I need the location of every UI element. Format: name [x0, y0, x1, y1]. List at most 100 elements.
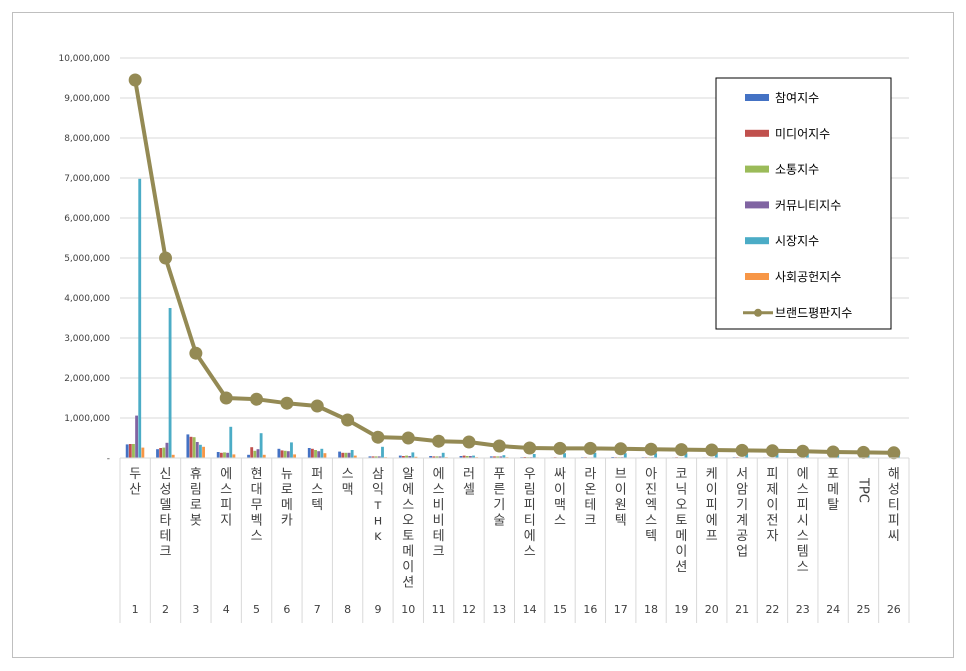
- bar-3-1: [132, 444, 135, 458]
- bar-2-8: [341, 452, 345, 458]
- bar-1-7: [307, 448, 311, 458]
- legend-swatch: [745, 129, 769, 137]
- line-point-14: [523, 441, 537, 455]
- line-point-15: [553, 441, 567, 455]
- rank-label: 23: [796, 603, 810, 616]
- bar-series: [125, 178, 903, 459]
- bar-3-4: [223, 452, 226, 458]
- bar-1-4: [216, 452, 220, 458]
- legend-label: 커뮤니티지수: [775, 198, 841, 212]
- line-point-4: [219, 391, 233, 405]
- bar-4-7: [317, 451, 321, 458]
- bar-4-9: [377, 456, 381, 458]
- bar-1-5: [247, 454, 250, 458]
- bar-4-1: [135, 415, 139, 458]
- bar-2-9: [371, 456, 375, 458]
- y-tick-label: 6,000,000: [64, 214, 110, 224]
- bar-6-8: [353, 455, 357, 458]
- line-point-22: [765, 444, 779, 458]
- rank-label: 9: [374, 603, 381, 616]
- bar-5-21: [745, 453, 749, 458]
- rank-label: 22: [765, 603, 779, 616]
- bar-1-8: [338, 451, 342, 458]
- legend-swatch: [745, 165, 769, 173]
- bar-2-12: [462, 455, 466, 458]
- bar-2-10: [402, 456, 405, 458]
- bar-2-2: [159, 448, 163, 458]
- y-tick-label: 3,000,000: [64, 334, 110, 344]
- bar-3-2: [162, 447, 166, 458]
- bar-2-1: [128, 444, 132, 458]
- line-point-2: [159, 251, 173, 265]
- bar-5-6: [290, 442, 293, 458]
- line-point-21: [735, 443, 749, 457]
- line-point-19: [674, 443, 688, 457]
- bar-3-10: [405, 455, 408, 458]
- legend-swatch: [745, 201, 769, 209]
- bar-2-11: [432, 456, 436, 458]
- rank-label: 18: [644, 603, 658, 616]
- bar-5-10: [411, 452, 415, 458]
- bar-4-13: [499, 456, 503, 458]
- legend-label: 소통지수: [775, 163, 819, 177]
- bar-2-7: [310, 448, 314, 458]
- bar-2-4: [219, 452, 223, 458]
- line-point-5: [250, 392, 264, 406]
- rank-label: 10: [401, 603, 415, 616]
- bar-5-9: [381, 446, 384, 458]
- line-point-25: [856, 445, 870, 459]
- rank-label: 12: [462, 603, 476, 616]
- x-axis: 두 산 1 신 성 델 타 테 크 2 휴 림 로 봇 3 에 스 피 지 4 현 대 무 벡 스 5 뉴 로 메 카 6 퍼 스 텍 7 스 맥 8 삼 익…: [119, 457, 910, 623]
- rank-label: 11: [432, 603, 446, 616]
- rank-label: 4: [223, 603, 230, 616]
- y-tick-label: 10,000,000: [58, 54, 110, 64]
- rank-label: 6: [283, 603, 290, 616]
- legend-label: 브랜드평판지수: [775, 306, 852, 320]
- rank-label: 20: [705, 603, 719, 616]
- rank-label: 19: [674, 603, 688, 616]
- line-point-13: [492, 439, 506, 453]
- rank-label: 3: [192, 603, 199, 616]
- line-point-12: [462, 435, 476, 449]
- line-point-11: [432, 434, 446, 448]
- legend-label: 참여지수: [775, 91, 819, 105]
- bar-1-2: [156, 449, 159, 458]
- y-tick-label: 2,000,000: [64, 374, 110, 384]
- y-axis: - 1,000,000 2,000,000 3,000,000 4,000,000 5,0…: [58, 54, 110, 464]
- bar-3-6: [283, 450, 287, 458]
- rank-label: 15: [553, 603, 567, 616]
- bar-1-3: [186, 434, 190, 458]
- chart-svg: - 1,000,000 2,000,000 3,000,000 4,000,000 5,0…: [58, 54, 910, 623]
- rank-label: 5: [253, 603, 260, 616]
- y-tick-label: -: [107, 454, 110, 464]
- bar-6-2: [171, 454, 175, 458]
- bar-4-3: [195, 442, 199, 458]
- bar-1-13: [489, 456, 493, 458]
- bar-5-20: [714, 452, 718, 458]
- bar-3-13: [496, 456, 500, 458]
- bar-5-19: [684, 453, 688, 458]
- bar-1-12: [459, 456, 463, 458]
- bar-5-11: [441, 452, 445, 458]
- legend-label: 미디어지수: [775, 127, 830, 141]
- rank-label: 8: [344, 603, 351, 616]
- y-tick-label: 9,000,000: [64, 94, 110, 104]
- line-point-6: [280, 396, 294, 410]
- bar-5-14: [532, 454, 536, 458]
- rank-label: 13: [492, 603, 506, 616]
- line-point-7: [310, 399, 324, 413]
- bar-5-22: [775, 453, 779, 458]
- bar-4-2: [165, 442, 169, 458]
